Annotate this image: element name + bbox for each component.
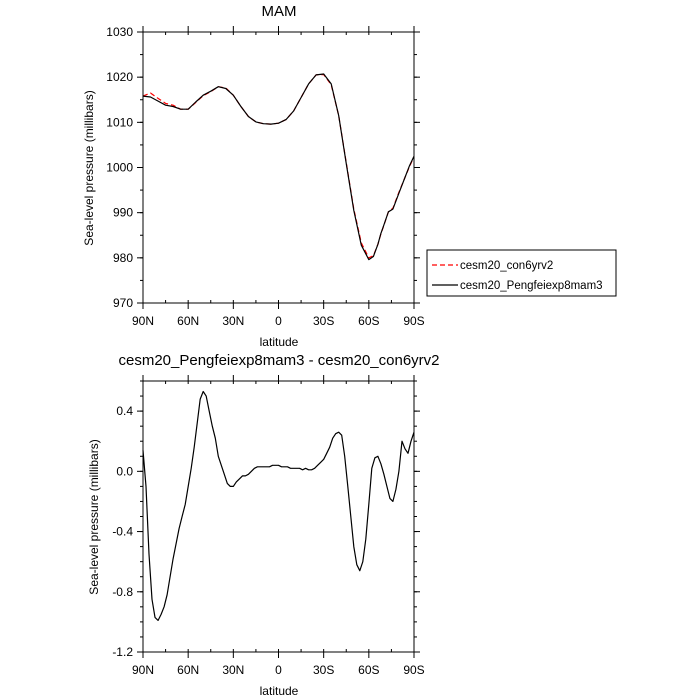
bottom-panel: cesm20_Pengfeiexp8mam3 - cesm20_con6yrv2… (87, 352, 440, 698)
bottom-axis-ticks: 90N 60N 30N 0 30S 60S 90S -1.2 -0.8 -0.4 0.0 0.4 (112, 375, 425, 677)
top-series-lines (142, 73, 415, 261)
top-x-tick-label: 90N (132, 314, 154, 328)
legend-box (426, 249, 617, 297)
bottom-series-line-1 (142, 390, 415, 622)
bottom-x-tick-label: 30N (222, 663, 244, 677)
top-y-tick-label: 970 (113, 296, 133, 310)
top-y-tick-label: 1000 (106, 161, 133, 175)
bottom-x-tick-label: 90S (403, 663, 424, 677)
top-panel: MAM latitude Sea-level pressure (milliba… (82, 3, 617, 349)
bottom-y-tick-label: -0.4 (112, 525, 133, 539)
bottom-x-tick-label: 60S (358, 663, 379, 677)
top-y-tick-label: 1030 (106, 25, 133, 39)
bottom-y-tick-label: -0.8 (112, 585, 133, 599)
top-x-tick-label: 30N (222, 314, 244, 328)
bottom-y-tick-label: 0.4 (116, 404, 133, 418)
bottom-x-tick-label: 60N (177, 663, 199, 677)
top-y-tick-label: 1010 (106, 115, 133, 129)
bottom-x-tick-label: 0 (275, 663, 282, 677)
top-y-tick-label: 990 (113, 206, 133, 220)
legend-label-series-1: cesm20_con6yrv2 (460, 260, 553, 272)
top-chart-title: MAM (262, 3, 297, 20)
top-x-tick-label: 90S (403, 314, 424, 328)
top-x-tick-label: 60N (177, 314, 199, 328)
bottom-x-axis-label: latitude (260, 684, 299, 698)
bottom-x-tick-label: 90N (132, 663, 154, 677)
bottom-y-axis-label: Sea-level pressure (millibars) (87, 439, 101, 594)
bottom-y-tick-label: 0.0 (116, 464, 133, 478)
legend: cesm20_con6yrv2 cesm20_Pengfeiexp8mam3 (426, 249, 617, 297)
legend-label-series-2: cesm20_Pengfeiexp8mam3 (460, 280, 603, 292)
top-x-axis-label: latitude (260, 335, 299, 349)
bottom-y-tick-label: -1.2 (112, 645, 133, 659)
bottom-series-lines (142, 390, 415, 622)
top-y-axis-label: Sea-level pressure (millibars) (82, 90, 96, 245)
top-y-tick-label: 1020 (106, 70, 133, 84)
top-y-tick-label: 980 (113, 251, 133, 265)
top-x-tick-label: 30S (313, 314, 334, 328)
top-series-line-2 (142, 73, 415, 261)
bottom-chart-title: cesm20_Pengfeiexp8mam3 - cesm20_con6yrv2 (119, 352, 440, 369)
top-axis-ticks: 90N 60N 30N 0 30S 60S 90S 970 980 990 1000 1010 1020… (106, 25, 424, 328)
bottom-x-tick-label: 30S (313, 663, 334, 677)
top-x-tick-label: 60S (358, 314, 379, 328)
top-x-tick-label: 0 (275, 314, 282, 328)
top-plot-frame (142, 31, 415, 304)
bottom-plot-frame (142, 380, 415, 653)
top-series-line-1 (142, 73, 415, 259)
